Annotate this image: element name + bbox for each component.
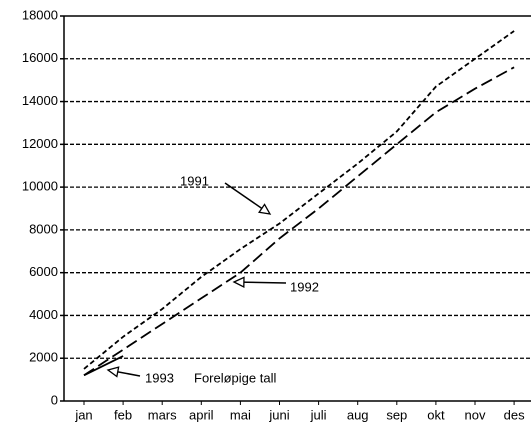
y-tick-label: 10000 (22, 179, 58, 194)
series-label: 1993 (145, 370, 174, 385)
y-tick-label: 4000 (29, 307, 58, 322)
y-tick-label: 0 (51, 392, 58, 407)
y-tick-label: 6000 (29, 264, 58, 279)
arrow-head (106, 366, 120, 378)
x-tick-label: des (504, 407, 525, 422)
x-tick-label: mars (148, 407, 177, 422)
y-tick-label: 8000 (29, 221, 58, 236)
series-line (83, 66, 515, 377)
series-label: 1991 (180, 173, 209, 188)
y-tick-label: 18000 (22, 7, 58, 22)
series-label: 1992 (290, 279, 319, 294)
y-tick-label: 2000 (29, 350, 58, 365)
x-tick-label: feb (114, 407, 132, 422)
x-tick-label: april (189, 407, 214, 422)
x-tick-label: nov (465, 407, 486, 422)
arrow-shaft (239, 281, 287, 284)
arrow-head (258, 203, 272, 215)
x-tick-label: mai (230, 407, 251, 422)
arrow-head (232, 276, 245, 289)
y-tick-label: 12000 (22, 136, 58, 151)
y-tick-label: 16000 (22, 50, 58, 65)
series-line (83, 30, 515, 370)
x-tick-label: okt (427, 407, 445, 422)
x-tick-label: sep (386, 407, 407, 422)
series-line (83, 355, 124, 377)
x-tick-label: juli (310, 407, 327, 422)
y-tick-label: 14000 (22, 93, 58, 108)
x-tick-label: juni (268, 407, 289, 422)
x-tick-label: aug (347, 407, 369, 422)
arrow-shaft (224, 182, 266, 212)
x-tick-label: jan (74, 407, 92, 422)
annotation: Foreløpige tall (194, 370, 276, 385)
